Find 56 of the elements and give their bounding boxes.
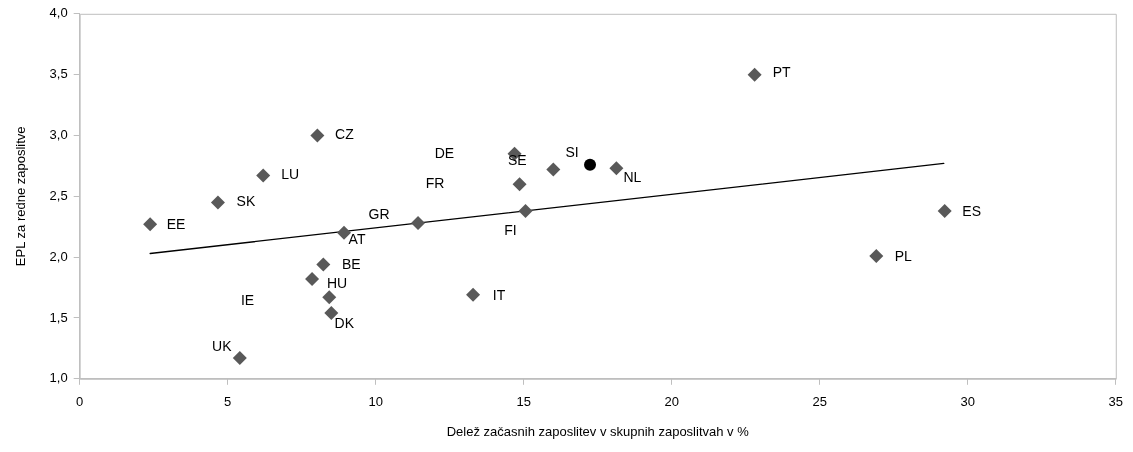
point xyxy=(518,203,533,218)
point xyxy=(546,162,561,177)
data-label: CZ xyxy=(335,126,355,143)
data-label: DK xyxy=(334,314,355,331)
annotation: FR xyxy=(425,175,445,192)
point xyxy=(232,351,247,366)
data-label: PL xyxy=(894,247,913,264)
x-tick-label: 5 xyxy=(224,394,232,410)
data-label: SK xyxy=(236,193,256,210)
data-label: LU xyxy=(281,166,300,183)
data-label: UK xyxy=(212,337,233,354)
point xyxy=(322,290,337,305)
x-tick-label: 35 xyxy=(1108,394,1123,410)
y-tick-label: 2,5 xyxy=(49,187,68,203)
annotation: IE xyxy=(240,291,255,308)
point xyxy=(316,257,331,272)
data-label: SI xyxy=(565,143,579,160)
y-tick-label: 2,0 xyxy=(49,248,68,264)
point xyxy=(609,161,624,176)
data-label: EE xyxy=(166,216,186,233)
x-tick-label: 30 xyxy=(960,394,975,410)
point xyxy=(411,216,426,231)
point xyxy=(512,177,527,192)
data-label: GR xyxy=(368,205,390,222)
data-label: NL xyxy=(623,169,642,186)
data-label: SE xyxy=(507,152,527,169)
point xyxy=(869,248,884,263)
point xyxy=(310,128,325,143)
data-label: PT xyxy=(772,64,792,81)
x-tick-label: 15 xyxy=(516,394,531,410)
x-tick-label: 25 xyxy=(812,394,827,410)
y-tick-label: 4,0 xyxy=(49,5,68,21)
x-tick-label: 0 xyxy=(76,394,84,410)
point xyxy=(305,272,320,287)
data-label: IT xyxy=(492,286,506,303)
data-label: ES xyxy=(962,202,982,219)
y-tick-label: 3,5 xyxy=(49,66,68,82)
data-label: FI xyxy=(504,221,517,238)
data-label: HU xyxy=(326,274,348,291)
annotation: DE xyxy=(434,145,455,162)
y-tick-label: 1,5 xyxy=(49,309,68,325)
x-tick-label: 10 xyxy=(368,394,383,410)
y-axis-title: EPL za redne zaposlitve xyxy=(13,126,29,267)
point xyxy=(210,195,225,210)
x-tick-label: 20 xyxy=(664,394,679,410)
x-axis-title: Delež začasnih zaposlitev v skupnih zaposlitvah v % xyxy=(446,423,750,439)
point xyxy=(937,203,952,218)
point xyxy=(256,168,271,183)
y-tick-label: 3,0 xyxy=(49,127,68,143)
data-label: BE xyxy=(341,256,361,273)
point xyxy=(466,287,481,302)
data-label: AT xyxy=(348,230,366,247)
point xyxy=(143,217,158,232)
point xyxy=(747,67,762,82)
point xyxy=(584,158,597,171)
y-tick-label: 1,0 xyxy=(49,370,68,386)
